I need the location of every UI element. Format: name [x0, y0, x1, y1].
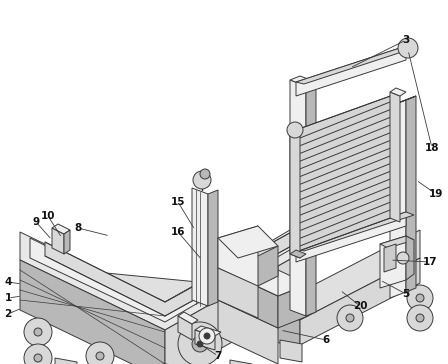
Polygon shape	[406, 236, 414, 280]
Polygon shape	[192, 188, 208, 306]
Circle shape	[397, 252, 409, 264]
Polygon shape	[296, 46, 414, 84]
Polygon shape	[218, 268, 258, 318]
Polygon shape	[296, 212, 414, 251]
Polygon shape	[406, 96, 416, 292]
Polygon shape	[208, 190, 218, 306]
Circle shape	[34, 354, 42, 362]
Circle shape	[416, 294, 424, 302]
Circle shape	[192, 336, 208, 352]
Circle shape	[193, 171, 211, 189]
Polygon shape	[218, 256, 308, 296]
Polygon shape	[20, 260, 165, 364]
Polygon shape	[290, 128, 300, 258]
Circle shape	[178, 322, 222, 364]
Circle shape	[34, 328, 42, 336]
Text: 5: 5	[402, 289, 409, 299]
Polygon shape	[218, 268, 278, 328]
Polygon shape	[20, 220, 310, 330]
Text: 1: 1	[4, 293, 12, 303]
Text: 8: 8	[74, 223, 82, 233]
Text: 20: 20	[353, 301, 367, 311]
Circle shape	[24, 344, 52, 364]
Polygon shape	[390, 96, 416, 106]
Circle shape	[197, 341, 203, 347]
Circle shape	[416, 314, 424, 322]
Polygon shape	[30, 224, 300, 322]
Circle shape	[407, 305, 433, 331]
Text: 19: 19	[429, 189, 443, 199]
Text: 2: 2	[4, 309, 12, 319]
Polygon shape	[280, 340, 302, 362]
Polygon shape	[178, 312, 198, 324]
Polygon shape	[290, 250, 306, 258]
Polygon shape	[218, 226, 278, 296]
Circle shape	[199, 328, 215, 344]
Text: 10: 10	[41, 211, 55, 221]
Circle shape	[346, 314, 354, 322]
Text: 4: 4	[4, 277, 12, 287]
Polygon shape	[195, 326, 221, 336]
Text: 6: 6	[323, 335, 330, 345]
Polygon shape	[306, 82, 316, 316]
Polygon shape	[300, 258, 420, 345]
Text: 7: 7	[214, 351, 222, 361]
Polygon shape	[296, 212, 406, 262]
Polygon shape	[218, 226, 278, 258]
Circle shape	[86, 342, 114, 364]
Circle shape	[24, 318, 52, 346]
Polygon shape	[290, 80, 306, 316]
Polygon shape	[64, 230, 70, 254]
Text: 18: 18	[425, 143, 439, 153]
Circle shape	[398, 38, 418, 58]
Text: 15: 15	[171, 197, 185, 207]
Polygon shape	[290, 76, 316, 86]
Polygon shape	[390, 100, 406, 298]
Polygon shape	[165, 248, 310, 364]
Polygon shape	[55, 358, 77, 364]
Text: 16: 16	[171, 227, 185, 237]
Polygon shape	[258, 246, 278, 286]
Circle shape	[287, 122, 303, 138]
Polygon shape	[380, 236, 406, 288]
Polygon shape	[296, 94, 396, 252]
Text: 17: 17	[422, 257, 437, 267]
Polygon shape	[178, 316, 192, 340]
Polygon shape	[55, 295, 300, 345]
Text: 3: 3	[402, 35, 409, 45]
Polygon shape	[218, 300, 278, 364]
Circle shape	[337, 305, 363, 331]
Polygon shape	[52, 224, 70, 234]
Circle shape	[200, 169, 210, 179]
Circle shape	[407, 285, 433, 311]
Polygon shape	[55, 230, 420, 320]
Polygon shape	[195, 330, 215, 350]
Polygon shape	[296, 46, 406, 96]
Polygon shape	[390, 92, 400, 222]
Circle shape	[96, 352, 104, 360]
Circle shape	[204, 333, 210, 339]
Polygon shape	[45, 230, 295, 316]
Polygon shape	[52, 228, 64, 254]
Text: 9: 9	[32, 217, 39, 227]
Polygon shape	[230, 360, 252, 364]
Polygon shape	[278, 284, 308, 328]
Polygon shape	[390, 88, 406, 96]
Polygon shape	[380, 236, 414, 248]
Polygon shape	[384, 244, 396, 272]
